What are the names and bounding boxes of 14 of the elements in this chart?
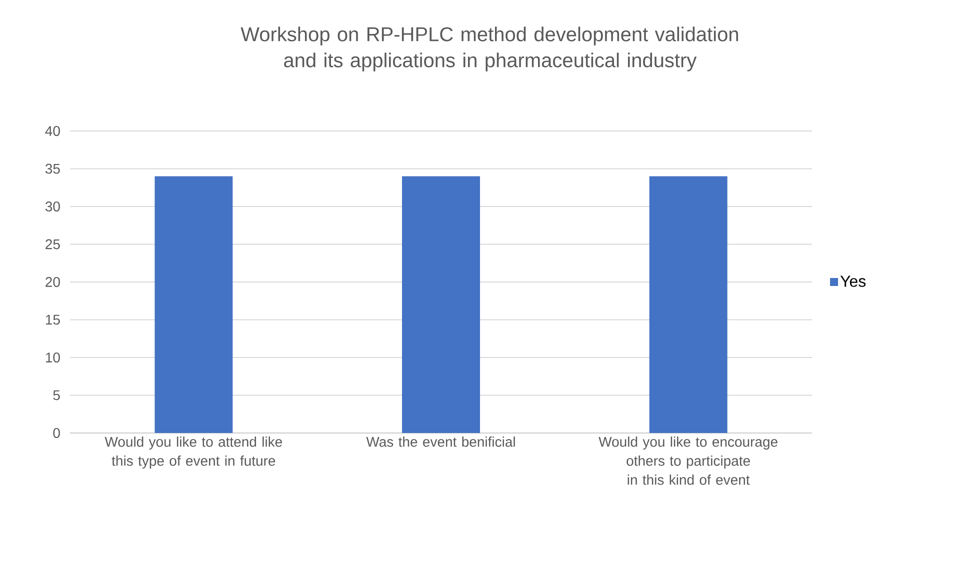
y-tick-label: 15 — [46, 314, 60, 325]
chart-title: Workshop on RP-HPLC method development validation and its applications in pharmaceutical industry — [240, 26, 738, 72]
y-tick-label: 25 — [46, 239, 60, 250]
y-tick-label: 0 — [53, 428, 60, 438]
y-tick-label: 30 — [45, 202, 60, 212]
y-tick-label: 20 — [46, 277, 60, 287]
x-tick-label: Was the event benificial — [366, 436, 515, 447]
y-tick-label: 35 — [45, 164, 60, 174]
x-tick-label: Would you like to attend like this type of event in future — [104, 436, 282, 469]
y-tick-label: 40 — [45, 126, 60, 136]
x-tick-label: Would you like to encourage others to participate in this kind of event — [598, 436, 778, 485]
y-tick-label: 5 — [53, 390, 60, 400]
y-tick-label: 10 — [46, 352, 60, 362]
legend-label: Yes — [840, 276, 866, 287]
